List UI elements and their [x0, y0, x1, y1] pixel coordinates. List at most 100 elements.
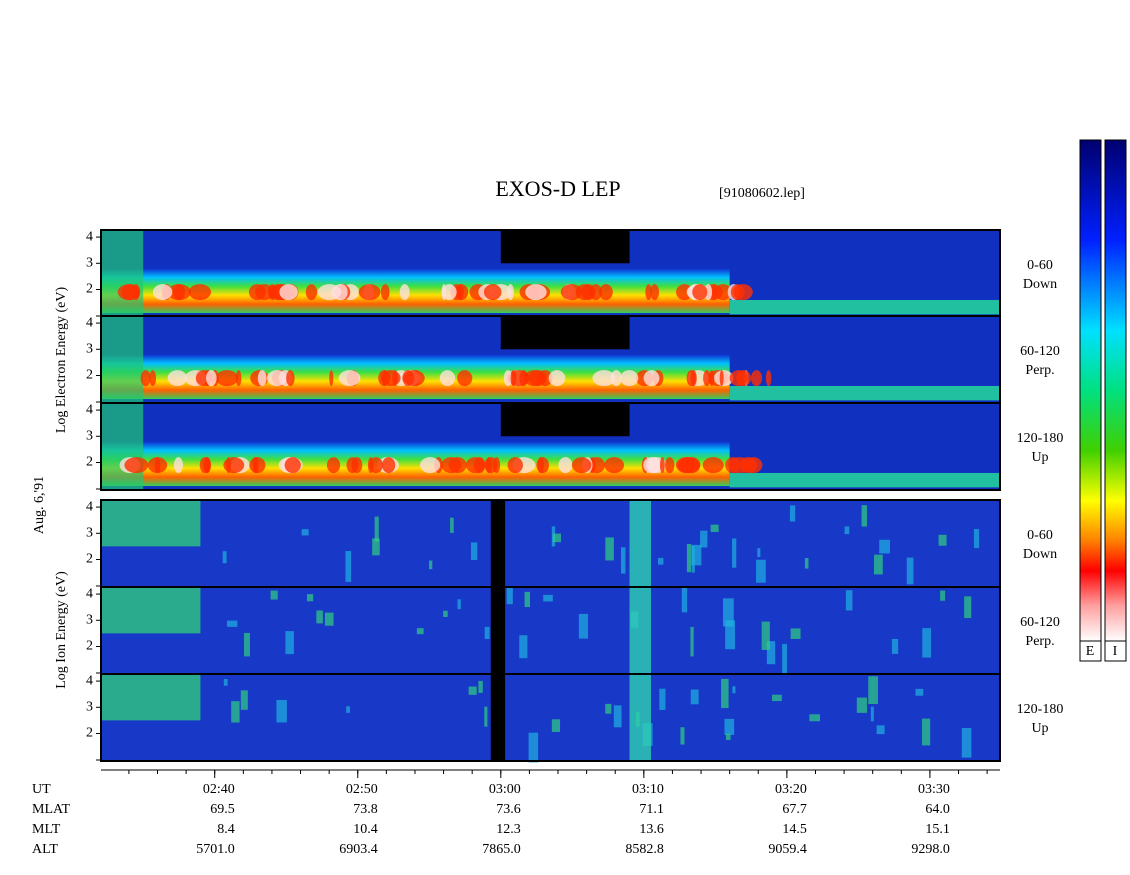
plots: 2 3 4 0-60 Down 2 3 4 60-120 Perp. 2 3 4 120-180 Up 2 3 4… — [32, 229, 1063, 857]
ephemeris-value: 71.1 — [639, 802, 664, 817]
spectrogram-patch — [657, 557, 664, 565]
spectrogram-blob — [203, 457, 212, 474]
spectrogram-patch — [721, 678, 729, 709]
ephemeris-value: 67.7 — [782, 802, 807, 817]
spectrogram-patch — [725, 733, 731, 740]
spectrogram-blob — [690, 370, 697, 387]
ephemeris-value: 6903.4 — [339, 842, 378, 857]
y-tick-label: 2 — [86, 368, 93, 383]
spectrogram-blob — [736, 370, 752, 387]
spectrogram-blob — [305, 284, 318, 301]
x-tick-label: 03:00 — [489, 782, 521, 797]
spectrogram-patch — [891, 638, 899, 654]
y-tick-label: 3 — [86, 255, 93, 270]
spectrogram-patch — [766, 641, 776, 665]
spectrogram-blob — [465, 457, 485, 474]
spectrogram-blob — [188, 284, 212, 301]
spectrogram-blob — [678, 457, 696, 474]
ephemeris-value: 7865.0 — [482, 842, 521, 857]
spectrogram-blob — [402, 370, 415, 387]
spectrogram-blob — [279, 284, 298, 301]
spectrogram-patch — [551, 719, 561, 732]
spectrogram-blob — [525, 284, 547, 301]
spectrogram-patch — [906, 557, 914, 585]
panel-label: 60-120 — [1020, 344, 1060, 359]
spectrogram-blob — [268, 284, 277, 301]
spectrogram-low — [101, 230, 144, 317]
spectrogram-patch — [879, 539, 891, 554]
spectrogram-bright — [629, 587, 651, 674]
ephemeris-value: 13.6 — [639, 822, 664, 837]
spectrogram-low — [101, 587, 201, 634]
spectrogram-patch — [876, 725, 885, 735]
spectrogram-band — [729, 385, 1000, 401]
spectrogram-blob — [346, 457, 359, 474]
spectrogram-blob — [604, 457, 625, 474]
spectrogram-band — [729, 472, 1000, 488]
spectrogram-patch — [270, 590, 278, 600]
spectrogram-patch — [844, 526, 850, 535]
spectrogram-patch — [374, 516, 379, 542]
spectrogram-blob — [380, 370, 401, 387]
spectrogram-patch — [231, 701, 240, 723]
spectrogram-patch — [457, 599, 461, 610]
spectrogram-patch — [613, 705, 622, 728]
spectrogram-patch — [222, 551, 227, 564]
y-tick-label: 4 — [86, 315, 93, 330]
spectrogram-band — [729, 299, 1000, 315]
spectrogram-dark — [500, 230, 630, 264]
spectrogram-blob — [725, 457, 741, 474]
spectrogram-blob — [147, 457, 168, 474]
spectrogram-blob — [589, 284, 602, 301]
spectrogram-blob — [249, 457, 266, 474]
spectrogram-dark — [490, 587, 506, 674]
ephemeris-value: 73.8 — [353, 802, 378, 817]
spectrogram-patch — [771, 694, 782, 702]
spectrogram-blob — [215, 370, 239, 387]
ephemeris-value: 69.5 — [210, 802, 235, 817]
spectrogram-blob — [571, 457, 592, 474]
spectrogram-bright — [629, 500, 651, 587]
spectrogram-blob — [317, 284, 342, 301]
spectrogram-patch — [809, 714, 820, 722]
spectrogram-blob — [173, 457, 184, 474]
ephemeris-value: 12.3 — [496, 822, 521, 837]
spectrogram-patch — [429, 560, 433, 570]
spectrogram-patch — [519, 635, 528, 659]
spectrogram-low — [101, 674, 201, 721]
spectrogram-blob — [358, 284, 381, 301]
y-tick-label: 4 — [86, 229, 93, 244]
spectrogram-patch — [478, 680, 483, 693]
spectrogram-patch — [450, 517, 454, 533]
spectrogram-patch — [761, 621, 770, 650]
spectrogram-blob — [692, 284, 708, 301]
spectrogram-patch — [868, 676, 878, 705]
spectrogram-patch — [921, 718, 931, 746]
spectrogram-dark — [490, 674, 506, 761]
spectrogram-patch — [915, 688, 924, 696]
y-tick-label: 3 — [86, 525, 93, 540]
spectrogram-patch — [690, 689, 699, 705]
electron-axis-label: Log Electron Energy (eV) — [54, 287, 69, 434]
ephemeris-value: 8.4 — [217, 822, 235, 837]
spectrogram-patch — [468, 686, 477, 695]
spectrogram-patch — [691, 546, 695, 573]
spectrogram-blob — [523, 370, 545, 387]
spectrogram-patch — [620, 547, 626, 574]
spectrogram-blob — [121, 284, 139, 301]
y-tick-label: 4 — [86, 673, 93, 688]
colorbar-box — [1079, 640, 1102, 662]
spectrogram-patch — [691, 544, 702, 566]
spectrogram-patch — [484, 706, 488, 727]
spectrogram-blob — [457, 370, 473, 387]
spectrogram-patch — [789, 505, 796, 522]
colorbar-box — [1104, 640, 1127, 662]
spectrogram-patch — [524, 591, 530, 608]
spectrogram-blob — [560, 284, 583, 301]
spectrogram-patch — [223, 678, 228, 686]
y-tick-label: 4 — [86, 499, 93, 514]
spectrogram-patch — [578, 613, 588, 639]
spectrogram-patch — [922, 628, 932, 658]
spectrogram-blob — [665, 457, 675, 474]
panel-label: Down — [1023, 277, 1057, 292]
